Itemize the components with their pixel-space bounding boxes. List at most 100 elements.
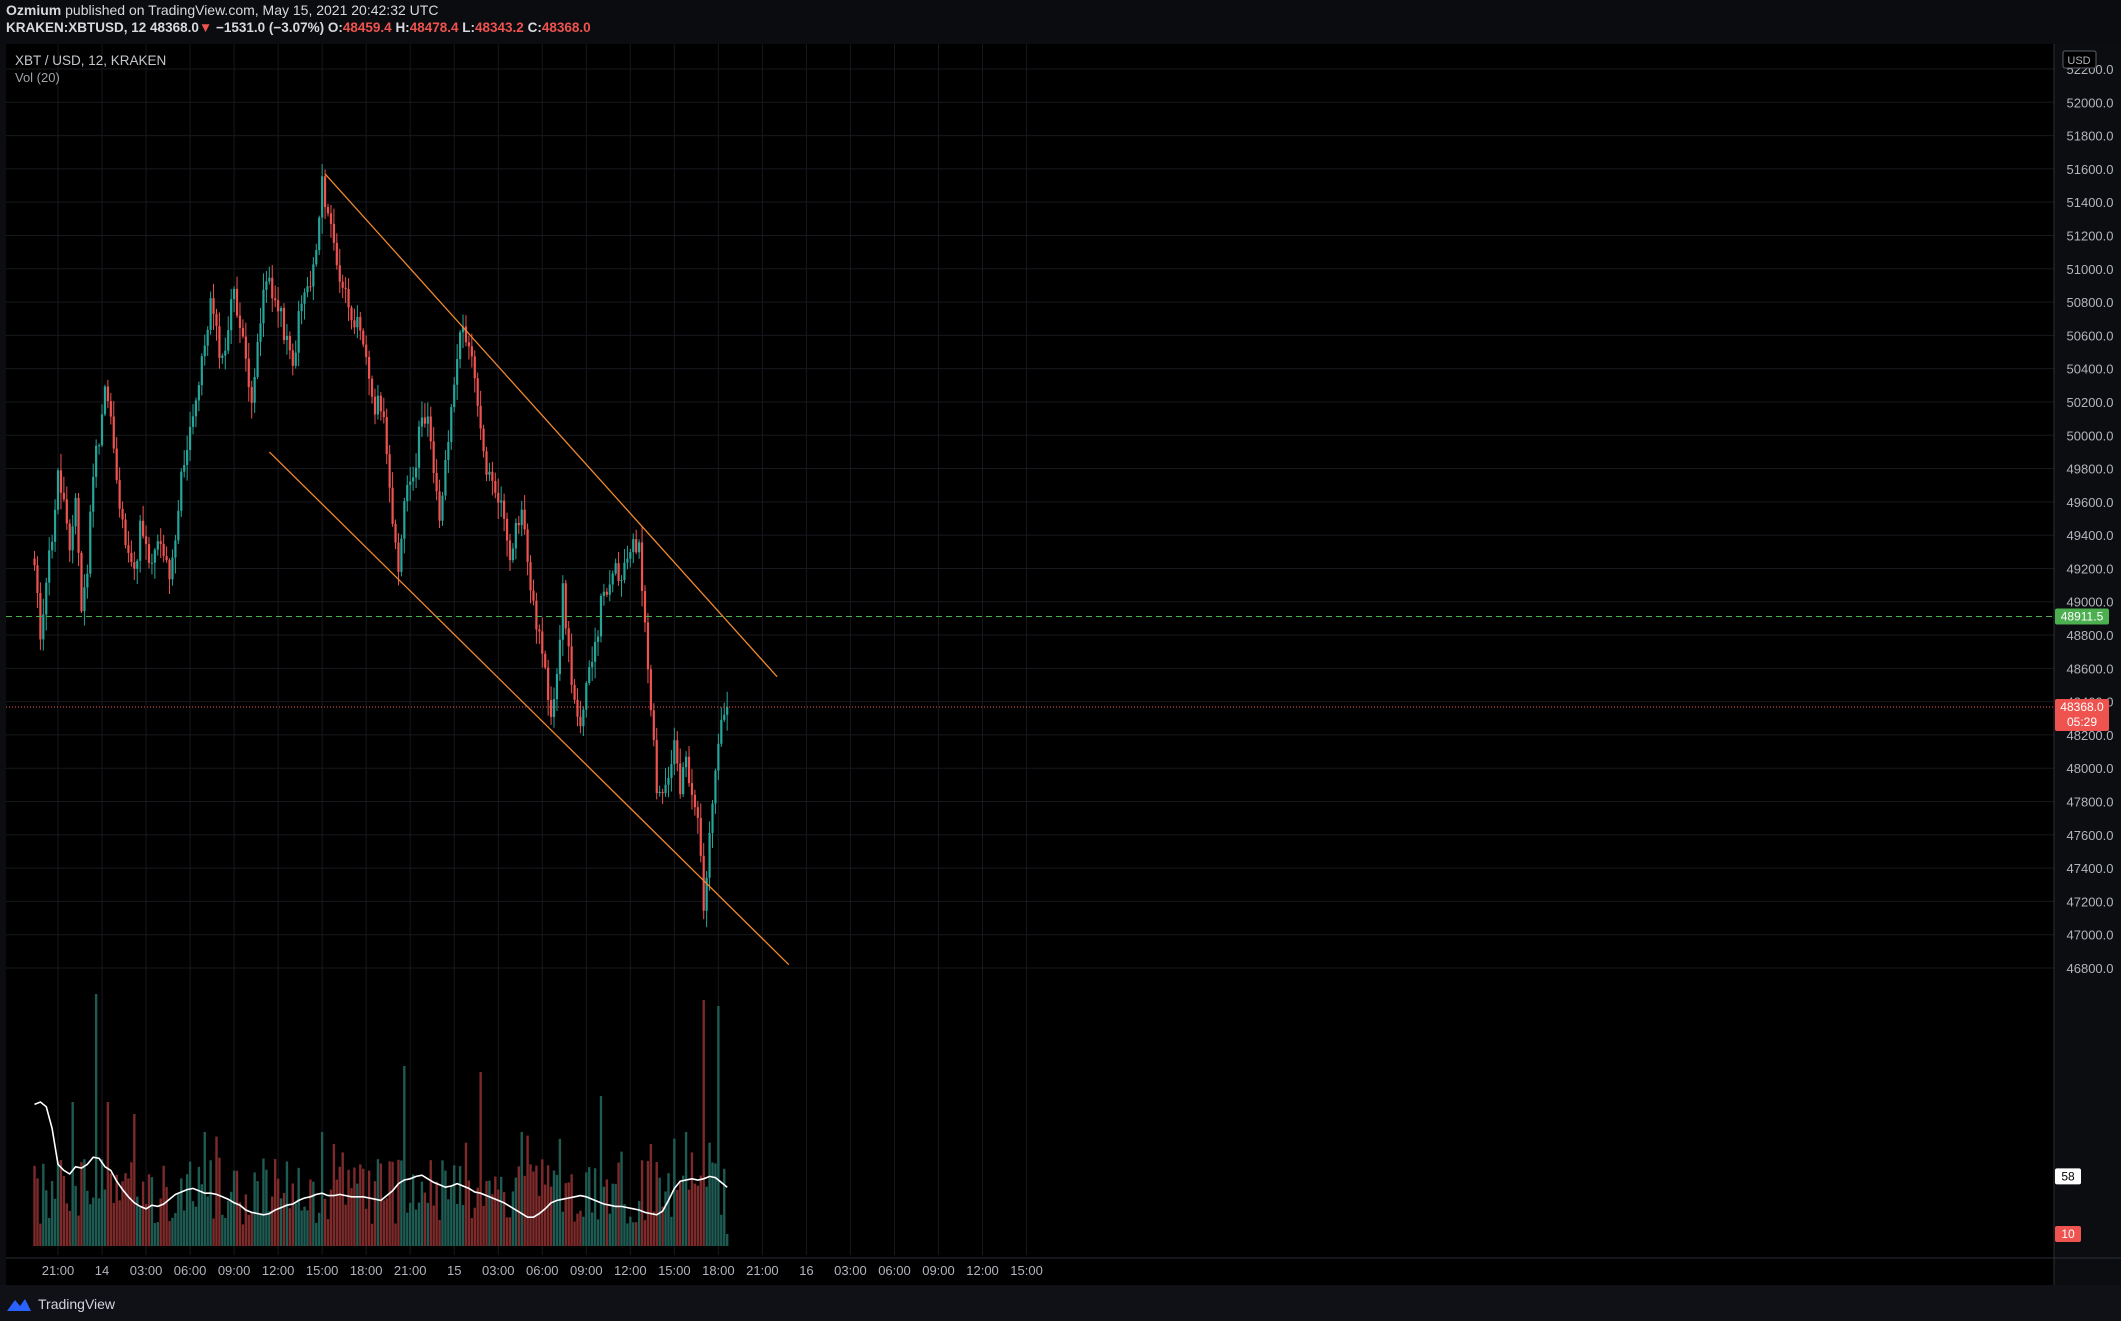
candle-body: [309, 286, 312, 288]
candle-body: [679, 763, 682, 795]
volume-bar: [150, 1177, 154, 1246]
candle-body: [555, 673, 559, 700]
candle-body: [638, 542, 641, 553]
candle-body: [503, 500, 506, 519]
volume-bar: [224, 1217, 227, 1246]
candle-body: [649, 669, 652, 711]
series-legend[interactable]: XBT / USD, 12, KRAKEN: [15, 53, 167, 68]
candle-body: [605, 591, 608, 595]
candle-body: [159, 541, 162, 544]
volume-bar: [723, 1168, 726, 1246]
volume-bar: [376, 1159, 380, 1246]
volume-bar: [632, 1222, 635, 1246]
volume-bar: [637, 1200, 641, 1246]
volume-bar: [447, 1199, 450, 1246]
volume-bar: [262, 1158, 265, 1246]
candle-body: [420, 417, 424, 427]
volume-bar: [573, 1221, 576, 1246]
candle-body: [623, 562, 626, 581]
candle-body: [36, 565, 39, 593]
volume-bar: [705, 1186, 708, 1246]
candle-body: [438, 491, 441, 521]
candle-body: [312, 264, 315, 287]
footer: TradingView: [0, 1285, 2121, 1321]
volume-bar: [596, 1219, 600, 1246]
price-tick-label: 51600.0: [2067, 162, 2114, 177]
time-tick-label: 15: [447, 1263, 461, 1278]
volume-bar: [282, 1192, 286, 1246]
candle-body: [162, 543, 165, 557]
candle-body: [86, 573, 89, 588]
candle-body: [103, 386, 107, 415]
volume-bar: [467, 1180, 471, 1246]
price-chart[interactable]: 46800.0 47000.0 47200.0 47400.0 47600.0 47800…: [0, 0, 2121, 1285]
candle-body: [250, 387, 253, 403]
candle-body: [45, 582, 48, 615]
volume-bar: [200, 1184, 204, 1246]
tradingview-logo[interactable]: TradingView: [6, 1294, 115, 1314]
candle-body: [523, 509, 526, 530]
candle-body: [432, 441, 435, 473]
chart-area[interactable]: [6, 44, 2054, 1285]
candle-body: [221, 355, 224, 358]
price-tick-label: 49200.0: [2067, 561, 2114, 576]
time-tick-label: 14: [95, 1263, 109, 1278]
candle-body: [168, 560, 171, 580]
low-label: L:: [462, 20, 476, 35]
candle-body: [227, 330, 230, 351]
candle-body: [552, 699, 556, 717]
volume-bar: [435, 1181, 438, 1246]
candle-body: [100, 414, 104, 446]
volume-bar: [133, 1114, 136, 1246]
open-value: 48459.4: [342, 20, 392, 35]
author-name[interactable]: Ozmium: [6, 2, 62, 18]
volume-bar: [400, 1160, 403, 1246]
candle-body: [356, 316, 359, 328]
price-tick-label: 51400.0: [2067, 195, 2114, 210]
candle-body: [684, 756, 688, 768]
volume-bar: [364, 1208, 368, 1246]
volume-bar: [649, 1144, 653, 1246]
volume-bar: [441, 1160, 444, 1246]
candle-body: [177, 510, 180, 541]
volume-bar: [623, 1204, 626, 1246]
candle-body: [594, 641, 597, 662]
volume-bar: [702, 1000, 705, 1246]
volume-bar: [564, 1183, 567, 1246]
candle-body: [206, 329, 209, 346]
volume-bar: [453, 1165, 456, 1246]
volume-ma-line: [34, 1101, 728, 1218]
volume-bar: [39, 1223, 42, 1246]
candle-body: [591, 661, 594, 668]
candle-body: [285, 335, 289, 340]
support-label-box: [2055, 608, 2109, 625]
candle-body: [667, 777, 670, 785]
volume-bar: [130, 1162, 133, 1246]
volume-legend[interactable]: Vol (20): [15, 70, 60, 85]
candle-body: [544, 653, 547, 668]
volume-bar: [65, 1203, 69, 1246]
candle-body: [673, 740, 676, 765]
volume-bar: [62, 1175, 66, 1246]
candle-body: [500, 500, 503, 503]
volume-bar: [253, 1172, 256, 1246]
volume-bar: [567, 1182, 570, 1246]
candle-body: [147, 544, 151, 563]
volume-bar: [523, 1175, 526, 1246]
candle-body: [488, 471, 491, 475]
volume-bar: [115, 1174, 118, 1246]
volume-bar: [711, 1162, 714, 1246]
candle-body: [373, 396, 377, 415]
candle-body: [658, 791, 661, 794]
candle-body: [391, 487, 394, 524]
volume-bar: [626, 1223, 629, 1246]
volume-bar: [97, 1198, 101, 1246]
candle-body: [682, 767, 685, 795]
volume-bar: [159, 1198, 162, 1246]
volume-bar: [162, 1165, 165, 1246]
volume-bar: [382, 1200, 385, 1246]
volume-bar: [83, 1159, 86, 1246]
volume-bar: [212, 1218, 215, 1246]
volume-bar: [544, 1184, 547, 1246]
volume-bar: [59, 1160, 63, 1246]
